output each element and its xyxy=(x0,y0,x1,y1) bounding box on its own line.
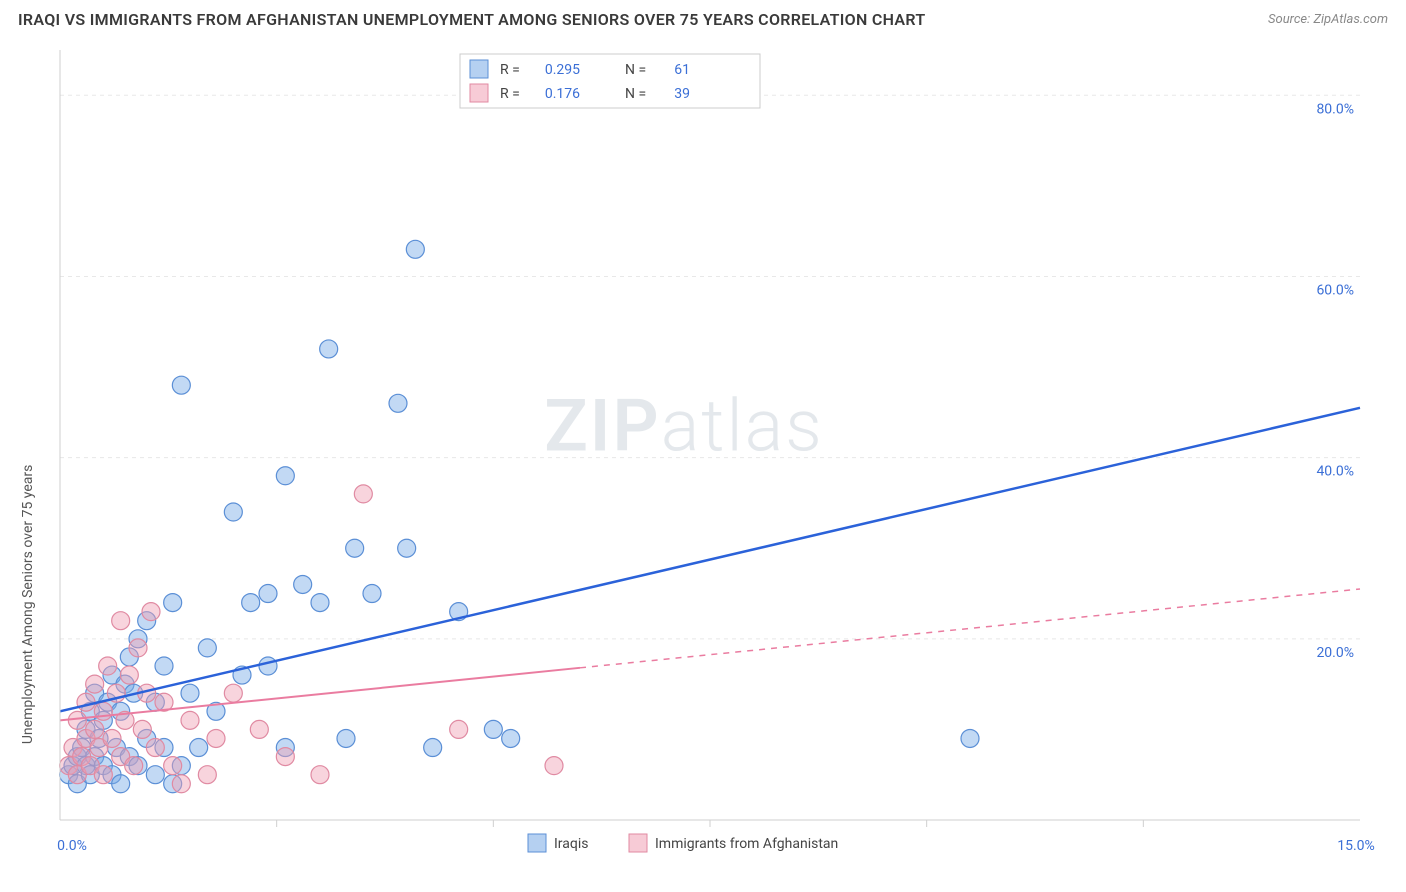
data-point xyxy=(172,376,190,394)
data-point xyxy=(250,720,268,738)
data-point xyxy=(406,240,424,258)
data-point xyxy=(164,594,182,612)
data-point xyxy=(86,720,104,738)
data-point xyxy=(259,585,277,603)
y-tick-label: 60.0% xyxy=(1316,282,1354,298)
chart-area: 20.0% 40.0% 60.0% 80.0% ZIPatlas 0.0% 15.0% Une… xyxy=(0,40,1406,892)
data-point xyxy=(224,503,242,521)
data-point xyxy=(99,657,117,675)
legend-series-label: Iraqis xyxy=(554,836,588,852)
legend-r-value: 0.295 xyxy=(545,62,580,78)
data-point xyxy=(198,639,216,657)
data-point xyxy=(424,739,442,757)
scatter-chart-svg: 20.0% 40.0% 60.0% 80.0% ZIPatlas 0.0% 15.0% Une… xyxy=(0,40,1406,892)
trend-line-extrapolated xyxy=(580,589,1360,668)
data-point xyxy=(276,467,294,485)
data-point xyxy=(259,657,277,675)
data-point xyxy=(311,594,329,612)
data-point xyxy=(224,684,242,702)
data-point xyxy=(77,693,95,711)
data-point xyxy=(112,612,130,630)
y-axis-title: Unemployment Among Seniors over 75 years xyxy=(20,465,36,745)
legend-r-label: R = xyxy=(500,62,520,78)
data-point xyxy=(311,766,329,784)
y-tick-label: 80.0% xyxy=(1316,101,1354,117)
data-point xyxy=(320,340,338,358)
data-point xyxy=(103,729,121,747)
data-point xyxy=(68,711,86,729)
data-point xyxy=(133,720,151,738)
y-tick-label: 40.0% xyxy=(1316,464,1354,480)
legend-swatch xyxy=(470,60,488,78)
legend-n-label: N = xyxy=(625,62,646,78)
data-point xyxy=(398,539,416,557)
legend-swatch xyxy=(528,834,546,852)
data-point xyxy=(294,575,312,593)
data-point xyxy=(172,775,190,793)
data-point xyxy=(155,657,173,675)
data-point xyxy=(146,739,164,757)
source-link[interactable]: ZipAtlas.com xyxy=(1313,12,1388,27)
data-point xyxy=(198,766,216,784)
data-point xyxy=(363,585,381,603)
data-point xyxy=(207,729,225,747)
data-point xyxy=(484,720,502,738)
data-point xyxy=(181,711,199,729)
watermark: ZIPatlas xyxy=(544,383,824,468)
data-point xyxy=(450,720,468,738)
data-point xyxy=(112,775,130,793)
data-point xyxy=(502,729,520,747)
data-point xyxy=(346,539,364,557)
y-tick-label: 20.0% xyxy=(1316,645,1354,661)
data-point xyxy=(276,748,294,766)
data-point xyxy=(181,684,199,702)
data-point xyxy=(142,603,160,621)
chart-title: IRAQI VS IMMIGRANTS FROM AFGHANISTAN UNE… xyxy=(18,10,926,29)
x-tick-label: 0.0% xyxy=(57,838,87,854)
data-point xyxy=(242,594,260,612)
x-tick-label: 15.0% xyxy=(1337,838,1375,854)
data-point xyxy=(129,639,147,657)
data-point xyxy=(120,666,138,684)
data-point xyxy=(961,729,979,747)
data-point xyxy=(190,739,208,757)
legend-n-value: 39 xyxy=(674,86,690,102)
data-point xyxy=(337,729,355,747)
source-label: Source: ZipAtlas.com xyxy=(1268,12,1388,27)
source-prefix: Source: xyxy=(1268,12,1313,27)
legend-n-label: N = xyxy=(625,86,646,102)
legend-swatch xyxy=(470,84,488,102)
legend-n-value: 61 xyxy=(674,62,690,78)
legend-r-value: 0.176 xyxy=(545,86,580,102)
data-point xyxy=(354,485,372,503)
data-point xyxy=(86,675,104,693)
legend-series-label: Immigrants from Afghanistan xyxy=(655,836,838,852)
data-point xyxy=(545,757,563,775)
legend-r-label: R = xyxy=(500,86,520,102)
data-point xyxy=(94,766,112,784)
data-point xyxy=(125,757,143,775)
data-point xyxy=(146,766,164,784)
data-point xyxy=(389,394,407,412)
legend-swatch xyxy=(629,834,647,852)
series-legend: Iraqis Immigrants from Afghanistan xyxy=(528,834,838,852)
data-point xyxy=(164,757,182,775)
